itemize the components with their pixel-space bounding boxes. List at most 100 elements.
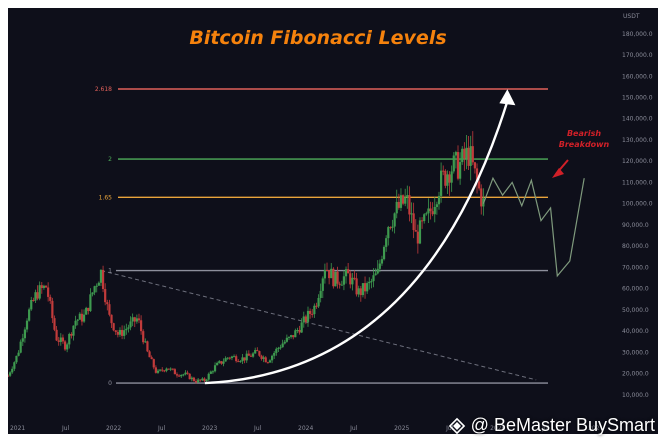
candle-body [342, 276, 346, 285]
candle-body [106, 302, 109, 305]
candle-body [431, 211, 434, 215]
candle-body [42, 285, 46, 288]
candle-body [209, 371, 212, 374]
x-tick-label: Jul [157, 425, 166, 432]
candle-body [178, 375, 181, 377]
candle-body [363, 283, 367, 292]
candle-body [290, 335, 293, 337]
candle-body [91, 292, 94, 295]
y-tick-label: 90,000.0 [622, 222, 649, 229]
candle-body [391, 226, 394, 228]
candle-body [374, 273, 377, 276]
parabolic-arrow-layer [204, 89, 516, 385]
candle-body [279, 347, 282, 349]
candle-body [353, 277, 356, 279]
candle-body [461, 148, 464, 163]
candle-body [357, 288, 360, 295]
candle-body [120, 329, 124, 336]
candle-body [372, 275, 375, 282]
chart-title: Bitcoin Fibonacci Levels [189, 27, 446, 49]
candle-body [59, 337, 62, 342]
candle-body [211, 371, 215, 373]
candle-body [205, 379, 208, 382]
candle-body [454, 152, 457, 156]
candle-body [180, 374, 183, 377]
candle-body [368, 281, 371, 284]
candle-body [480, 188, 483, 207]
fib-level-label: 1.65 [99, 194, 113, 201]
candle-body [140, 320, 143, 332]
candle-body [34, 292, 37, 301]
candle-body [188, 373, 191, 380]
candle-body [125, 328, 128, 331]
candle-body [68, 333, 71, 345]
candle-body [9, 372, 12, 376]
y-tick-label: 140,000.0 [622, 116, 653, 123]
x-tick-label: 2022 [106, 425, 121, 432]
candle-body [220, 361, 223, 364]
candle-body [475, 168, 479, 182]
candle-body [330, 268, 333, 279]
candle-body [260, 355, 263, 359]
y-tick-label: 70,000.0 [622, 264, 649, 271]
fib-level-label: 0 [108, 380, 112, 387]
candle-body [336, 271, 339, 284]
candle-body [349, 273, 352, 285]
candle-body [366, 283, 369, 292]
candle-body [433, 206, 436, 215]
diamond-logo-icon [448, 417, 465, 434]
candle-body [44, 285, 48, 288]
candle-body [127, 327, 130, 329]
candle-body [8, 375, 10, 377]
parabolic-arrow-curve [204, 100, 509, 385]
x-tick-label: Jul [61, 425, 70, 432]
candle-body [114, 330, 117, 332]
y-tick-label: 50,000.0 [622, 307, 649, 314]
candle-body [40, 285, 43, 288]
candle-body [159, 369, 162, 371]
candle-body [146, 341, 149, 352]
candle-body [163, 370, 166, 372]
candle-body [382, 246, 386, 260]
candle-body [156, 370, 160, 373]
candle-body [395, 201, 398, 214]
candle-body [19, 341, 22, 353]
candle-body [30, 300, 33, 310]
candle-body [456, 152, 460, 179]
candle-body [182, 374, 185, 376]
candle-body [201, 378, 204, 381]
candle-body [235, 356, 238, 362]
y-tick-label: 110,000.0 [622, 179, 653, 186]
candle-body [131, 317, 134, 322]
candle-body [264, 357, 267, 363]
projection-layer [482, 176, 585, 278]
candle-body [93, 286, 96, 293]
candle-body [99, 269, 103, 283]
candle-body [239, 361, 242, 363]
candle-body [420, 220, 424, 222]
candle-body [72, 325, 75, 336]
candle-body [359, 288, 362, 296]
candle-body [380, 259, 384, 264]
candle-body [440, 170, 443, 196]
fib-level-label: 2 [108, 156, 112, 163]
candle-body [152, 359, 155, 368]
bitcoin-fibonacci-chart: 2.618 2 1.65 1 0 Bearish Breakdown USDT 10,000… [8, 13, 653, 432]
candle-body [21, 338, 24, 342]
candle-body [393, 213, 396, 227]
candle-body [435, 204, 438, 207]
candle-body [465, 147, 468, 159]
candle-body [63, 341, 67, 350]
candle-body [154, 367, 157, 373]
candle-body [319, 290, 322, 298]
candle-body [338, 283, 341, 285]
chart-panel: 2.618 2 1.65 1 0 Bearish Breakdown USDT 10,000… [8, 8, 658, 434]
candle-body [296, 329, 299, 331]
annotation-text-line: Bearish [567, 129, 601, 138]
candle-body [173, 369, 177, 375]
candle-body [399, 195, 403, 208]
candle-body [11, 368, 14, 373]
candle-body [376, 268, 379, 274]
candle-body [347, 269, 350, 274]
y-tick-label: 60,000.0 [622, 286, 649, 293]
